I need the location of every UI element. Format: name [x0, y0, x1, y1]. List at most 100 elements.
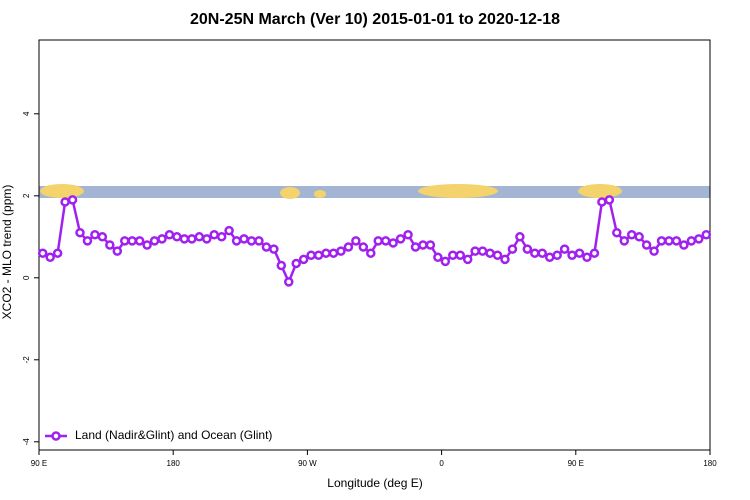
data-point: [82, 236, 93, 246]
data-point: [202, 234, 212, 244]
y-tick-label: 2: [22, 193, 31, 198]
data-point: [462, 254, 473, 265]
data-point: [246, 236, 257, 246]
plot-frame: [38, 39, 711, 451]
data-point: [388, 238, 398, 248]
data-point: [604, 195, 615, 205]
data-point: [470, 246, 480, 256]
data-point: [522, 244, 533, 254]
data-point: [500, 254, 510, 265]
data-point: [224, 225, 234, 236]
data-point: [291, 258, 301, 269]
data-point: [589, 248, 600, 258]
data-point: [582, 252, 592, 263]
data-point: [552, 250, 562, 260]
x-axis-label: Longitude (deg E): [327, 476, 422, 490]
y-tick-label: -2: [22, 356, 31, 364]
data-point: [686, 236, 697, 246]
data-point: [440, 256, 451, 267]
x-tick-label: 90 E: [31, 459, 47, 468]
data-point: [574, 248, 585, 258]
x-tick-label: 90 E: [568, 459, 584, 468]
data-point: [664, 236, 674, 246]
data-point: [321, 248, 331, 258]
legend-marker: [51, 431, 61, 441]
data-point: [679, 240, 689, 250]
data-point: [67, 195, 78, 205]
map-strip: [39, 184, 710, 199]
data-point: [373, 236, 383, 246]
data-point: [649, 246, 659, 256]
data-point: [60, 197, 70, 207]
y-tick-label: 4: [22, 111, 31, 116]
data-point: [626, 230, 637, 240]
x-tick-label: 180: [167, 459, 181, 468]
data-point: [112, 246, 123, 256]
data-point: [433, 252, 443, 263]
data-point: [284, 277, 294, 287]
data-point: [127, 236, 137, 246]
data-point: [597, 197, 607, 207]
data-point: [298, 254, 309, 265]
data-point: [149, 236, 160, 246]
data-point: [559, 244, 570, 254]
data-point: [269, 244, 279, 254]
data-point: [507, 244, 518, 254]
data-point: [276, 260, 287, 271]
y-tick-label: 0: [22, 275, 31, 280]
data-point: [380, 236, 391, 246]
data-point: [694, 234, 704, 244]
data-point: [530, 248, 540, 258]
data-point: [634, 232, 644, 242]
data-point: [351, 236, 361, 246]
data-point: [45, 252, 55, 263]
x-tick-label: 90 W: [298, 459, 317, 468]
chart-title: 20N-25N March (Ver 10) 2015-01-01 to 202…: [190, 11, 560, 28]
data-point: [671, 236, 682, 246]
data-point: [194, 232, 205, 242]
data-point: [485, 248, 495, 258]
data-point: [37, 248, 48, 258]
data-point: [641, 240, 652, 250]
data-point: [343, 242, 354, 252]
data-point: [164, 230, 175, 240]
data-point: [231, 236, 242, 246]
data-point: [537, 248, 547, 258]
data-point: [239, 234, 249, 244]
data-point: [328, 248, 339, 258]
data-point: [358, 242, 369, 252]
data-point: [105, 240, 115, 250]
data-point: [179, 234, 190, 244]
data-point: [701, 230, 712, 240]
data-point: [425, 240, 436, 250]
data-point: [142, 240, 152, 250]
data-point: [656, 236, 667, 246]
data-point: [90, 230, 100, 240]
data-point: [209, 230, 219, 240]
data-point: [477, 246, 488, 256]
data-point: [313, 250, 324, 260]
data-point: [403, 230, 413, 240]
legend-label: Land (Nadir&Glint) and Ocean (Glint): [75, 428, 272, 442]
data-point: [97, 232, 108, 242]
data-point: [52, 248, 63, 258]
data-point: [448, 250, 458, 260]
data-point: [410, 242, 421, 252]
x-tick-label: 180: [703, 459, 717, 468]
data-point: [157, 234, 167, 244]
data-point: [395, 234, 406, 244]
data-point: [366, 248, 376, 258]
data-point: [619, 236, 630, 246]
y-axis-label: XCO2 - MLO trend (ppm): [0, 185, 14, 320]
data-point: [75, 227, 85, 238]
data-point: [544, 252, 555, 263]
data-point: [254, 236, 264, 246]
data-point: [187, 234, 197, 244]
data-point: [515, 232, 525, 242]
x-tick-label: 0: [439, 459, 444, 468]
data-point: [336, 246, 346, 256]
y-tick-label: -4: [22, 438, 31, 446]
data-point: [306, 250, 316, 260]
data-point: [455, 250, 465, 260]
